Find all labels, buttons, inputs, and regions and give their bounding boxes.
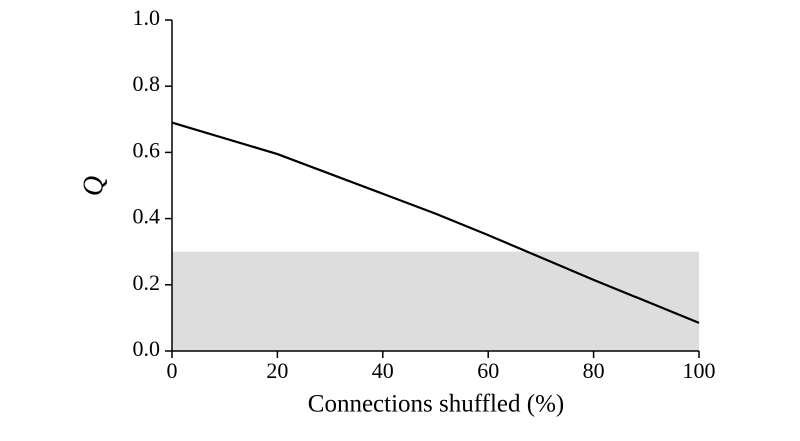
y-tick-label: 0.6 xyxy=(133,137,161,162)
shaded-band xyxy=(172,251,699,351)
x-tick-label: 60 xyxy=(477,358,499,383)
y-axis-label: Q xyxy=(78,176,109,196)
y-tick-label: 0.0 xyxy=(133,336,161,361)
line xyxy=(171,121,700,324)
y-tick-label: 0.2 xyxy=(133,270,161,295)
x-tick-label: 100 xyxy=(683,358,716,383)
x-tick-label: 0 xyxy=(167,358,178,383)
y-tick-label: 0.4 xyxy=(133,204,161,229)
x-tick-label: 40 xyxy=(372,358,394,383)
x-axis-label: Connections shuffled (%) xyxy=(308,391,564,418)
x-tick-label: 20 xyxy=(266,358,288,383)
y-tick-label: 0.8 xyxy=(133,71,161,96)
x-tick-label: 80 xyxy=(583,358,605,383)
y-tick-label: 1.0 xyxy=(133,5,161,30)
